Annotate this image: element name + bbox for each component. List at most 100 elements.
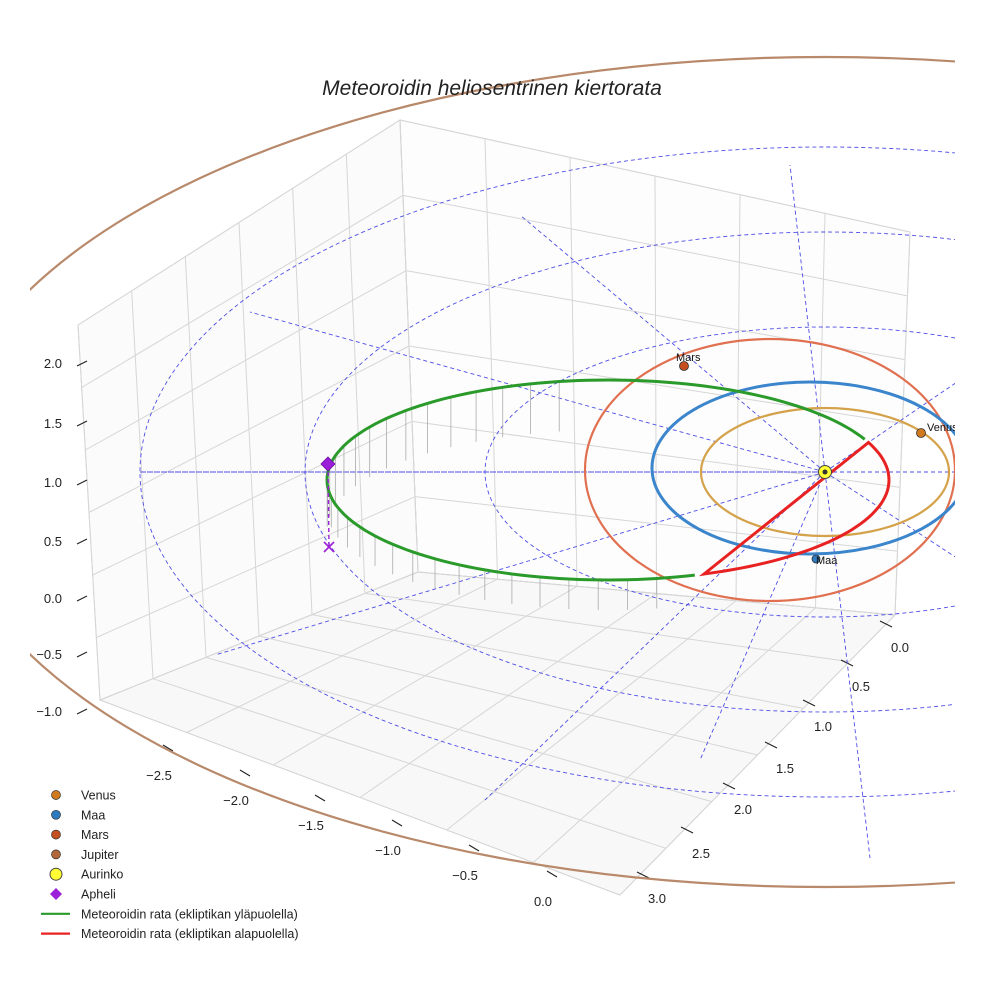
legend-marker	[49, 867, 63, 881]
legend-item: Jupiter	[51, 848, 119, 862]
z-tick	[76, 360, 88, 367]
legend-label: Maa	[81, 808, 105, 822]
z-tick	[76, 595, 88, 602]
z-tick	[76, 420, 88, 427]
earth-marker	[811, 554, 821, 564]
y-tick	[802, 699, 816, 707]
apheli-projection-marker	[323, 541, 335, 553]
jupiter-orbit	[30, 56, 955, 888]
grid-line	[408, 345, 903, 424]
ecliptic-radial-line	[824, 382, 955, 473]
x-tick	[391, 819, 403, 827]
x-tick-label: −0.5	[452, 868, 478, 883]
y-tick-label: 1.5	[776, 761, 794, 776]
legend-label: Meteoroidin rata (ekliptikan yläpuolella…	[81, 907, 298, 921]
grid-line	[92, 420, 413, 576]
y-axis: 0.0 0.5 1.0 1.5 2.0 2.5 3.0	[636, 620, 909, 906]
chart-title: Meteoroidin heliosentrinen kiertorata	[322, 77, 662, 100]
z-tick-label: −1.0	[36, 704, 62, 719]
x-tick	[314, 794, 326, 802]
z-tick-label: 2.0	[44, 356, 62, 371]
legend-label: Venus	[81, 789, 116, 803]
z-tick-label: −0.5	[36, 647, 62, 662]
y-tick-label: 1.0	[814, 719, 832, 734]
planet-label-venus: Venus	[927, 422, 958, 434]
z-tick	[76, 479, 88, 486]
x-tick-label: −1.0	[375, 843, 401, 858]
x-tick	[546, 870, 558, 878]
z-tick-label: 0.5	[44, 534, 62, 549]
legend-item: Venus	[51, 789, 116, 803]
ecliptic-radial-line	[789, 164, 826, 473]
mars-orbit	[583, 337, 955, 603]
y-tick	[722, 782, 736, 790]
earth-orbit	[650, 380, 955, 556]
legend-marker	[51, 849, 61, 860]
x-tick-label: −2.0	[223, 793, 249, 808]
x-tick-label: −1.5	[298, 818, 324, 833]
legend-marker	[51, 809, 61, 820]
ecliptic-radial-line	[699, 471, 826, 761]
y-tick	[636, 871, 650, 879]
mars-marker	[679, 361, 689, 371]
legend-item: Meteoroidin rata (ekliptikan alapuolella…	[41, 927, 298, 941]
planet-label-maa: Maa	[816, 555, 838, 567]
ecliptic-radial-line	[484, 471, 826, 801]
y-tick-label: 2.5	[692, 846, 710, 861]
grid-line	[81, 194, 404, 388]
legend-label: Meteoroidin rata (ekliptikan alapuolella…	[81, 927, 298, 941]
grid-line	[85, 270, 407, 451]
legend-item: Apheli	[50, 888, 116, 902]
ecliptic-radial-line	[824, 471, 955, 558]
y-tick-label: 0.5	[852, 679, 870, 694]
y-tick-label: 0.0	[891, 640, 909, 655]
z-tick-label: 0.0	[44, 591, 62, 606]
legend-item: Meteoroidin rata (ekliptikan yläpuolella…	[41, 907, 298, 921]
y-tick	[764, 741, 778, 749]
y-tick-label: 2.0	[734, 802, 752, 817]
grid-line	[619, 614, 896, 896]
x-tick-label: 0.0	[534, 894, 552, 909]
legend-item: Maa	[51, 808, 105, 822]
z-axis: −1.0 −0.5 0.0 0.5 1.0 1.5 2.0	[36, 356, 88, 719]
ecliptic-radial-line	[249, 311, 826, 473]
ecliptic-radial-line	[214, 471, 826, 656]
grid-lines	[77, 119, 911, 896]
grid-line	[364, 592, 850, 663]
legend-marker	[50, 888, 62, 900]
legend-label: Apheli	[81, 888, 116, 902]
z-tick	[76, 651, 88, 658]
z-tick	[76, 538, 88, 545]
grid-line	[88, 345, 410, 513]
y-tick	[879, 620, 893, 628]
z-tick-label: 1.0	[44, 475, 62, 490]
orbit-drop-lines	[326, 381, 658, 610]
z-tick-label: 1.5	[44, 416, 62, 431]
legend-label: Aurinko	[81, 868, 123, 882]
planet-label-mars: Mars	[676, 352, 701, 364]
apheli-marker	[320, 456, 336, 472]
x-tick	[468, 844, 480, 852]
venus-marker	[916, 428, 926, 438]
grid-line	[411, 420, 901, 488]
z-tick	[76, 708, 88, 715]
legend-label: Mars	[81, 828, 109, 842]
x-tick	[162, 744, 174, 752]
ecliptic-reference-grid	[139, 146, 955, 859]
x-axis: −2.5 −2.0 −1.5 −1.0 −0.5 0.0	[146, 744, 558, 909]
legend-item: Mars	[51, 828, 109, 842]
meteoroid-orbit-below	[698, 440, 891, 577]
x-tick	[239, 769, 251, 777]
axes-panes	[77, 119, 911, 896]
meteoroid-orbit-above	[325, 378, 866, 582]
ecliptic-radial-line	[519, 214, 826, 473]
venus-orbit	[699, 406, 951, 538]
grid-line	[96, 496, 416, 638]
grid-line	[414, 496, 898, 552]
y-tick	[680, 826, 694, 834]
sun-core	[822, 469, 828, 475]
grid-line	[399, 119, 911, 233]
legend-marker	[51, 790, 61, 800]
legend-marker	[51, 829, 61, 840]
